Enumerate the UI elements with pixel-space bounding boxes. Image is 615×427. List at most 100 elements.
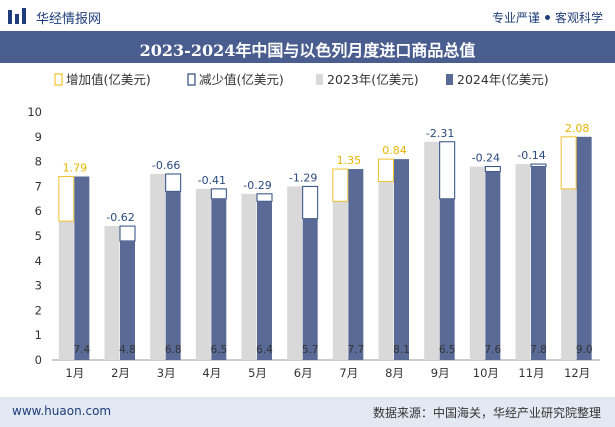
x-tick-label: 12月 [564,366,590,380]
x-tick-label: 2月 [111,366,130,380]
y-tick-label: 7 [35,179,42,193]
value-label-2024: 6.4 [256,344,273,356]
legend-swatch-y2024 [446,74,453,85]
change-label: -0.62 [106,211,134,224]
bar-2024 [165,191,181,360]
change-label: -0.66 [152,159,180,172]
x-tick-label: 7月 [339,366,358,380]
bar-2024 [120,240,135,360]
value-label-2024: 5.7 [302,344,319,356]
bar-2024 [485,171,501,360]
x-tick-label: 10月 [473,366,499,380]
brand-logo-icon [8,8,26,24]
bar-2023 [561,188,577,360]
brand-name[interactable]: 华经情报网 [36,12,102,27]
bar-2023 [104,226,120,360]
x-tick-label: 6月 [294,366,313,380]
change-label: -2.31 [426,127,454,140]
bar-2024 [394,159,409,360]
tagline-left: 专业严谨 [491,11,540,25]
change-marker-decrease [484,166,501,173]
y-tick-label: 9 [35,130,42,144]
bar-2023 [287,186,303,360]
legend-label-y2023: 2023年(亿美元) [327,72,419,87]
change-marker-increase [378,158,394,182]
change-label: 0.84 [382,144,407,157]
value-label-2024: 7.7 [347,344,364,356]
change-marker-increase [332,168,349,202]
bar-2023 [195,188,211,360]
value-label-2024: 6.5 [210,344,227,356]
x-tick-label: 9月 [431,366,450,380]
website-link[interactable]: www.huaon.com [12,404,112,418]
x-tick-label: 11月 [518,366,544,380]
legend-swatch-y2023 [316,74,323,85]
change-marker-decrease [302,185,319,220]
bar-2024 [302,218,318,360]
x-tick-label: 3月 [157,366,176,380]
change-marker-decrease [119,225,136,242]
value-label-2024: 6.8 [165,344,182,356]
change-marker-increase [560,136,577,190]
y-tick-label: 6 [35,204,42,218]
bar-2023 [424,141,440,360]
legend-swatch-increase [54,73,63,86]
y-tick-label: 5 [35,229,42,243]
bar-2023 [378,181,394,360]
value-label-2024: 7.6 [484,344,501,356]
y-tick-label: 1 [35,328,42,342]
bar-2024 [348,169,364,360]
change-marker-decrease [210,188,227,200]
value-label-2024: 7.4 [73,344,90,356]
value-label-2024: 8.1 [393,344,410,356]
y-tick-label: 4 [35,254,42,268]
value-label-2024: 6.5 [439,344,456,356]
value-label-2024: 4.8 [119,344,136,356]
y-tick-label: 10 [27,105,42,119]
bar-2023 [58,221,74,360]
change-label: -0.29 [243,179,271,192]
y-tick-label: 8 [35,155,42,169]
bar-2024 [74,176,90,360]
change-label: 2.08 [565,122,590,135]
legend-label-decrease: 减少值(亿美元) [199,72,284,87]
change-label: 1.79 [63,161,88,174]
value-label-2024: 9.0 [576,344,593,356]
tagline-dot-icon [544,15,550,20]
chart: 增加值(亿美元) 减少值(亿美元) 2023年(亿美元) 2024年(亿美元) 0 1 2 3… [27,72,600,380]
bar-2024 [439,198,455,360]
bar-2024 [531,166,546,360]
change-marker-increase [58,175,75,222]
change-marker-decrease [530,163,547,168]
bar-2023 [150,174,166,360]
change-marker-decrease [256,193,273,202]
bar-2024 [576,136,592,360]
y-tick-label: 2 [35,303,42,317]
bar-2023 [469,166,485,360]
x-tick-label: 5月 [248,366,267,380]
footer: www.huaon.com 数据来源：中国海关，华经产业研究院整理 [0,397,615,427]
change-marker-decrease [439,141,456,200]
top-bar: 华经情报网 专业严谨 客观科学 [0,0,615,30]
bar-2023 [332,201,348,360]
change-marker-decrease [165,173,182,192]
value-label-2024: 7.8 [530,344,547,356]
y-tick-label: 3 [35,279,42,293]
change-label: 1.35 [337,154,362,167]
legend-swatch-decrease [187,73,196,86]
title-bar: 2023-2024年中国与以色列月度进口商品总值 [0,31,615,63]
change-label: -0.24 [472,152,500,165]
x-tick-label: 1月 [65,366,84,380]
bar-2024 [257,201,272,360]
change-label: -0.41 [198,174,226,187]
x-tick-label: 8月 [385,366,404,380]
tagline: 专业严谨 客观科学 [492,9,603,26]
change-label: -1.29 [289,171,317,184]
bar-2024 [211,198,227,360]
chart-title: 2023-2024年中国与以色列月度进口商品总值 [139,41,476,60]
change-label: -0.14 [517,149,545,162]
legend-label-increase: 增加值(亿美元) [66,72,151,87]
bar-2023 [515,164,531,360]
bar-2023 [241,193,257,360]
y-tick-label: 0 [35,353,42,367]
